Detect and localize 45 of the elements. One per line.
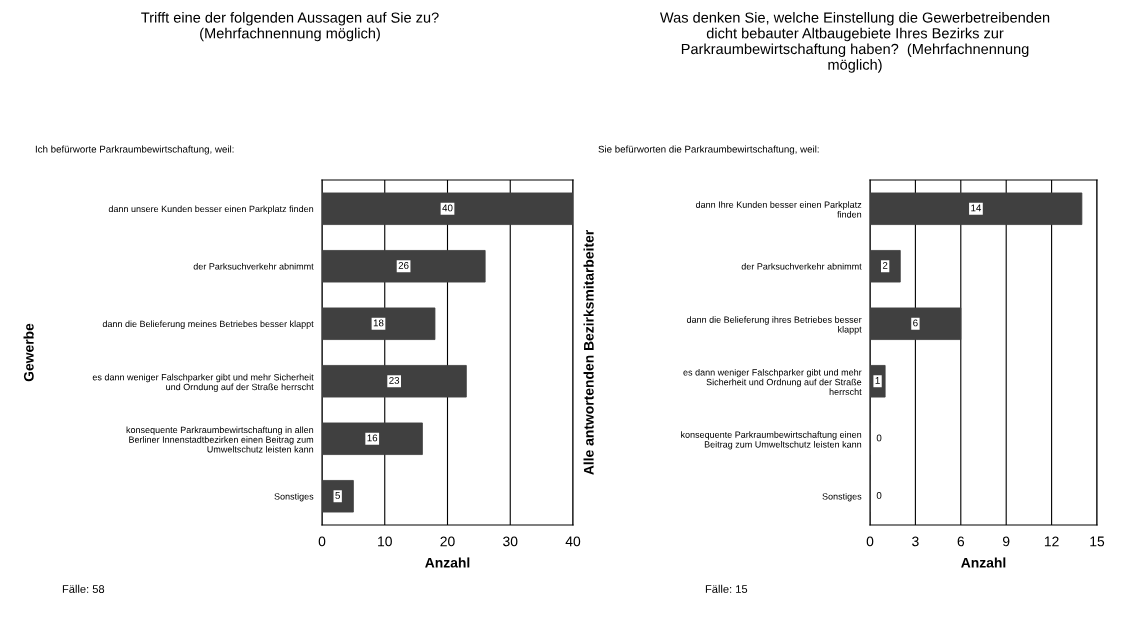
y-tick-label: Sonstiges	[274, 492, 314, 502]
data-label: 26	[398, 261, 409, 269]
x-axis-title: Anzahl	[425, 557, 470, 568]
x-tick-label: 12	[1044, 536, 1059, 547]
x-tick-label: 20	[440, 536, 455, 547]
y-tick-label: dann unsere Kunden besser einen Parkplatz finden	[108, 205, 314, 214]
x-tick-label: 40	[565, 536, 581, 547]
data-label: 23	[389, 376, 400, 384]
y-tick-label: dann die Belieferung meines Betriebes besser klappt	[102, 320, 314, 329]
text: Ich befürworte Parkraumbewirtschaftung, weil:	[35, 145, 234, 155]
data-label: 6	[913, 319, 918, 327]
y-axis-title: Gewerbe	[23, 323, 34, 382]
data-label: 16	[367, 434, 378, 442]
y-tick-label: dann die Belieferung ihres Betriebes besser klappt	[686, 316, 862, 335]
data-label: 0	[876, 491, 882, 499]
data-label: 14	[971, 204, 982, 212]
x-tick-label: 9	[1002, 536, 1010, 547]
y-tick-label: der Parksuchverkehr abnimmt	[741, 262, 862, 270]
data-label: 5	[335, 492, 340, 499]
x-tick-label: 30	[503, 536, 518, 547]
y-tick-label: es dann weniger Falschparker gibt und mehr Sicherheit und Orndung auf der Straße herrscht	[92, 373, 314, 392]
data-label: 40	[442, 204, 453, 212]
text: Fälle: 15	[705, 584, 748, 593]
data-label: 18	[373, 319, 384, 327]
x-tick-label: 15	[1090, 536, 1105, 547]
chart-title: Trifft eine der folgenden Aussagen auf Sie zu? (Mehrfachnennung möglich)	[141, 12, 439, 42]
x-tick-label: 6	[957, 536, 965, 547]
data-label: 0	[876, 434, 882, 442]
data-label: 2	[882, 261, 888, 269]
x-tick-label: 0	[318, 536, 326, 547]
x-axis-title: Anzahl	[961, 557, 1006, 568]
x-tick-label: 3	[912, 536, 919, 547]
y-tick-label: der Parksuchverkehr abnimmt	[193, 262, 314, 270]
data-label: 1	[875, 377, 880, 384]
x-tick-label: 10	[378, 536, 392, 547]
chart-title: Was denken Sie, welche Einstellung die Gewerbetreibenden dicht bebauter Altbaugebiete Ihres Bezirks zur Parkraumbewirtschaftung haben? (Mehrfachnennung möglich)	[659, 12, 1050, 73]
y-tick-label: konsequente Parkraumbewirtschaftung in allen Berliner Innenstadtbezirken einen Beitrag zum Umweltschutz leisten kann	[126, 426, 314, 453]
y-axis-title: Alle antwortenden Bezirksmitarbeiter	[583, 229, 594, 475]
y-tick-label: es dann weniger Falschparker gibt und mehr Sicherheit und Ordnung auf der Straße herrscht	[683, 368, 862, 395]
text: Sie befürworten die Parkraumbewirtschaftung, weil:	[598, 145, 819, 155]
y-tick-label: Sonstiges	[822, 492, 862, 502]
text: Fälle: 58	[62, 584, 105, 593]
y-tick-label: konsequente Parkraumbewirtschaftung einen Beitrag zum Umweltschutz leisten kann	[681, 431, 862, 450]
y-tick-label: dann Ihre Kunden besser einen Parkplatz finden	[695, 201, 862, 218]
x-tick-label: 0	[866, 536, 874, 547]
